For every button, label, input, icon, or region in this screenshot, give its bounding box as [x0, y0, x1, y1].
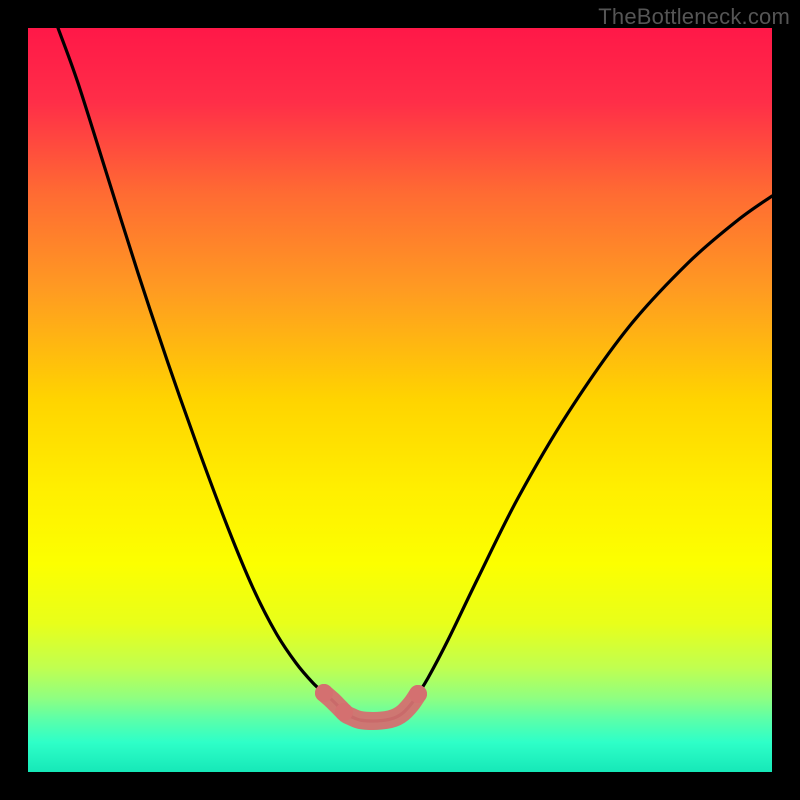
plot-area [28, 28, 772, 772]
pink-dot [315, 684, 333, 702]
black-curve [58, 28, 772, 721]
watermark-text: TheBottleneck.com [598, 4, 790, 30]
pink-dot [335, 703, 353, 721]
chart-curves [28, 28, 772, 772]
pink-dot [409, 685, 427, 703]
